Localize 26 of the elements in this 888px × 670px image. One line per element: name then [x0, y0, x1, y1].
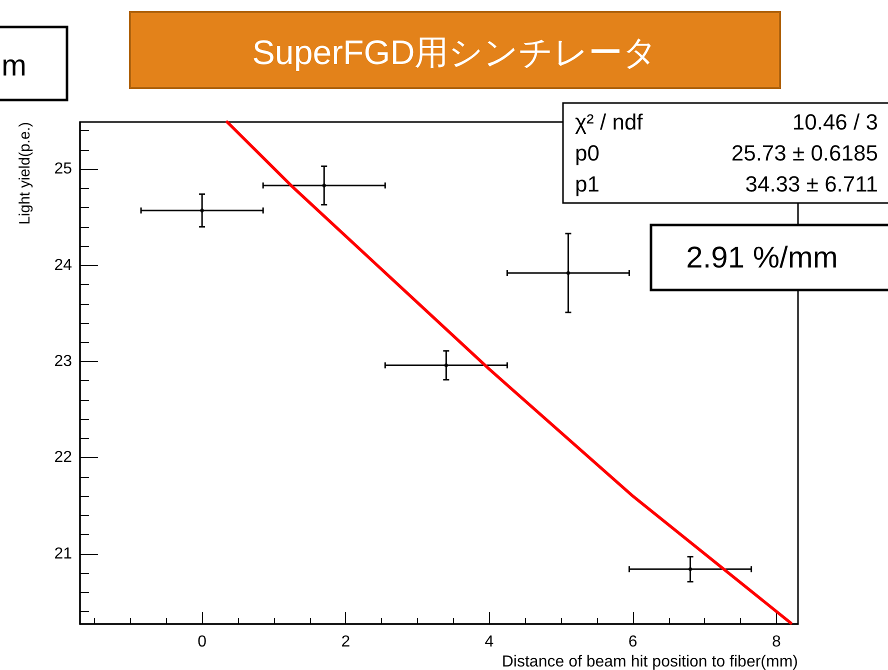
x-axis-title: Distance of beam hit position to fiber(mm) — [502, 654, 798, 670]
x-tick-label: 0 — [198, 634, 207, 650]
point — [566, 270, 570, 275]
annotation: 34.33 ± 6.711 — [745, 172, 878, 196]
annotation: p0 — [575, 140, 600, 166]
y-tick-label: 24 — [54, 256, 72, 274]
point — [444, 363, 448, 368]
x-tick-label: 4 — [484, 634, 494, 650]
x-tick-label: 8 — [772, 634, 782, 650]
chart-title: SuperFGD用シンチレータ — [252, 34, 658, 72]
point — [688, 567, 692, 572]
point — [200, 208, 204, 212]
annotation: 10.46 / 3 — [792, 110, 878, 134]
annotation: χ² / ndf — [575, 110, 644, 134]
x-tick-label: 2 — [341, 634, 350, 650]
y-tick-label: 22 — [54, 449, 72, 466]
x-tick-label: 6 — [628, 634, 638, 650]
y-tick-label: 23 — [54, 352, 72, 370]
annotation: 2.91 %/mm — [686, 242, 838, 274]
annotation: p1 — [575, 172, 600, 196]
y-axis-title: Light yield(p.e.) — [16, 122, 34, 225]
annotation: 25.73 ± 0.6185 — [731, 140, 878, 166]
y-tick-label: 21 — [54, 545, 72, 562]
text: m — [2, 50, 26, 82]
y-tick-label: 25 — [54, 160, 72, 178]
point — [322, 183, 326, 188]
